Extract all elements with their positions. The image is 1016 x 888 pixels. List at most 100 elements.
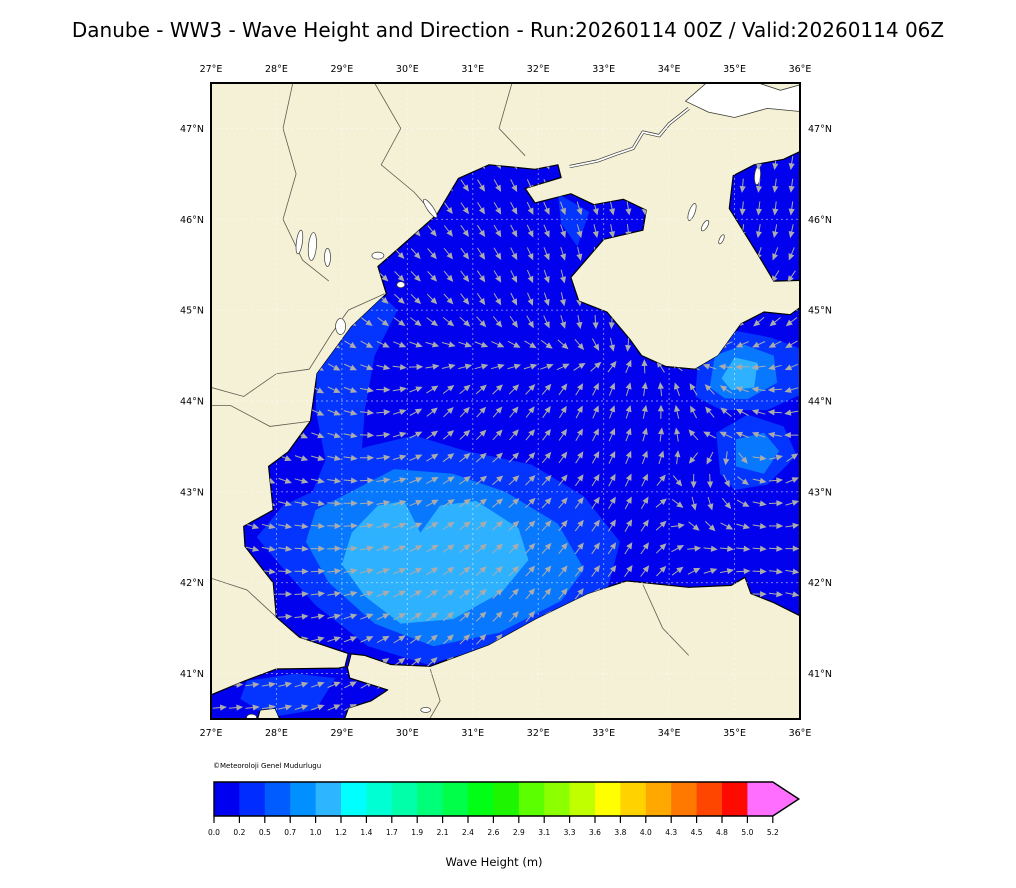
- lake: [718, 234, 725, 245]
- lat-tick-label-left: 45°N: [180, 306, 204, 317]
- colorbar-segment: [468, 782, 494, 816]
- lake: [701, 219, 710, 232]
- lon-tick-label-bottom: 27°E: [200, 728, 223, 739]
- colorbar-segment: [290, 782, 316, 816]
- lat-tick-label-left: 46°N: [180, 215, 204, 226]
- colorbar-tick-label: 2.9: [513, 828, 525, 837]
- colorbar-axis-label: Wave Height (m): [445, 855, 542, 869]
- lat-tick-label-right: 45°N: [808, 306, 832, 317]
- lat-tick-label-left: 43°N: [180, 487, 204, 498]
- land-line: [498, 83, 526, 156]
- graticule: [211, 83, 800, 719]
- colorbar-tick-label: 3.1: [538, 828, 550, 837]
- land-line: [211, 293, 385, 397]
- lon-tick-label-top: 27°E: [200, 64, 223, 75]
- lake: [423, 198, 438, 218]
- bosphorus-strait: [345, 653, 351, 667]
- colorbar-tick-label: 3.3: [564, 828, 576, 837]
- colorbar-tick-label: 2.4: [462, 828, 474, 837]
- contour-level-0.2-0.5: [240, 673, 336, 718]
- lon-tick-label-bottom: 36°E: [789, 728, 812, 739]
- colorbar: 0.0 0.2 0.5 0.7 1.0 1.2 1.4 1.7 1.9 2.1 2.4 2.6 2.9 3…: [208, 781, 801, 837]
- lat-tick-label-right: 47°N: [808, 124, 832, 135]
- colorbar-segment: [493, 782, 520, 816]
- lon-tick-label-top: 28°E: [265, 64, 288, 75]
- river-white: [569, 107, 690, 168]
- lat-tick-label-left: 44°N: [180, 397, 204, 408]
- land-line: [211, 405, 313, 427]
- colorbar-tick-label: 2.6: [487, 828, 499, 837]
- credit-text: ©Meteoroloji Genel Mudurlugu: [213, 762, 321, 770]
- lon-tick-label-bottom: 34°E: [658, 728, 681, 739]
- contour-level-0.7-1.0: [721, 357, 758, 391]
- colorbar-tick-label: 1.4: [360, 828, 372, 837]
- lat-tick-label-right: 42°N: [808, 578, 832, 589]
- colorbar-tick-label: 3.8: [614, 828, 626, 837]
- lat-tick-label-right: 46°N: [808, 215, 832, 226]
- colorbar-tick-label: 2.1: [437, 828, 449, 837]
- colorbar-tick-label: 4.0: [640, 828, 652, 837]
- lat-tick-label-right: 41°N: [808, 669, 832, 680]
- colorbar-segment: [569, 782, 596, 816]
- colorbar-outline: [213, 781, 801, 817]
- lon-tick-label-top: 36°E: [789, 64, 812, 75]
- colorbar-segment: [620, 782, 647, 816]
- colorbar-segment: [366, 782, 393, 816]
- colorbar-segment: [264, 782, 291, 816]
- colorbar-tick-label: 0.7: [284, 828, 296, 837]
- colorbar-segment: [341, 782, 367, 816]
- land-line: [429, 668, 441, 719]
- lon-tick-label-bottom: 29°E: [330, 728, 353, 739]
- colorbar-segment: [417, 782, 443, 816]
- colorbar-segment: [595, 782, 621, 816]
- lake: [295, 229, 304, 255]
- colorbar-segment: [239, 782, 266, 816]
- colorbar-segment: [214, 782, 240, 816]
- colorbar-segment: [645, 782, 672, 816]
- lat-tick-label-left: 41°N: [180, 669, 204, 680]
- lon-tick-label-bottom: 30°E: [396, 728, 419, 739]
- lon-tick-label-bottom: 28°E: [265, 728, 288, 739]
- sea-azov: [728, 150, 800, 282]
- lake: [307, 232, 317, 261]
- colorbar-segment: [696, 782, 723, 816]
- colorbar-tick-label: 1.9: [411, 828, 423, 837]
- land-line: [374, 83, 431, 211]
- colorbar-tick-label: 0.5: [259, 828, 271, 837]
- colorbar-tick-label: 3.6: [589, 828, 601, 837]
- colorbar-tick-label: 4.8: [716, 828, 728, 837]
- figure-title: Danube - WW3 - Wave Height and Direction…: [72, 18, 944, 42]
- lon-tick-label-top: 32°E: [527, 64, 550, 75]
- colorbar-tick-label: 0.2: [233, 828, 245, 837]
- lake: [396, 281, 406, 289]
- colorbar-segment: [391, 782, 418, 816]
- colorbar-segment: [722, 782, 748, 816]
- lake: [246, 713, 257, 719]
- lon-tick-label-bottom: 35°E: [723, 728, 746, 739]
- colorbar-tick-label: 1.0: [310, 828, 322, 837]
- land-line: [282, 83, 330, 282]
- lon-tick-label-top: 31°E: [461, 64, 484, 75]
- lake: [335, 318, 346, 335]
- colorbar-segment: [544, 782, 570, 816]
- lake: [371, 251, 385, 260]
- axis-labels: 27°E 27°E 28°E 28°E 29°E 29°E 30°E 30°E 31°E 31°E…: [180, 64, 832, 739]
- lon-tick-label-top: 29°E: [330, 64, 353, 75]
- contour-level-0.5-0.7: [735, 432, 780, 474]
- lon-tick-label-top: 33°E: [592, 64, 615, 75]
- lake: [420, 707, 432, 713]
- lon-tick-label-top: 34°E: [658, 64, 681, 75]
- reservoir: [684, 83, 800, 118]
- colorbar-tick-label: 0.0: [208, 828, 220, 837]
- land-line: [211, 577, 277, 618]
- map-inner: [211, 83, 800, 719]
- lake: [324, 248, 331, 267]
- lon-tick-label-top: 35°E: [723, 64, 746, 75]
- map-border: [210, 82, 801, 720]
- colorbar-extend-arrow: [772, 782, 799, 816]
- land-line: [642, 584, 689, 656]
- lon-tick-label-bottom: 33°E: [592, 728, 615, 739]
- colorbar-tick-label: 1.7: [386, 828, 398, 837]
